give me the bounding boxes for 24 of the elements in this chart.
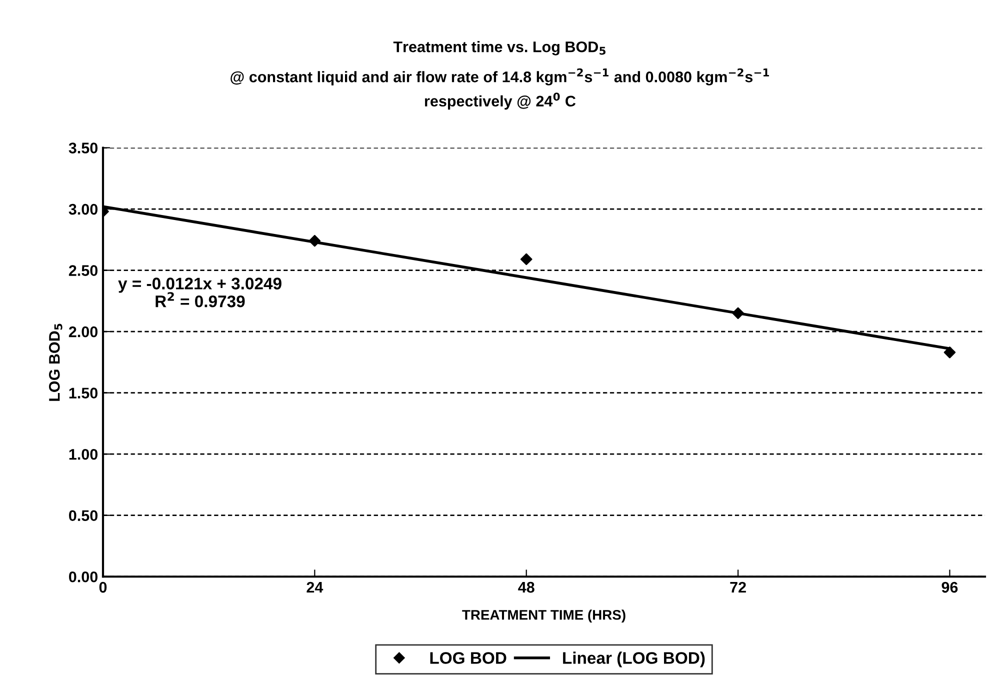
y-tick-label: 0.50 (69, 510, 98, 522)
y-tick-label: 1.50 (69, 388, 98, 398)
y-axis-title: LOG BOD$_{5}$ (48, 324, 62, 401)
y-tick-label: 2.50 (68, 265, 98, 276)
y-tick-label: 3.50 (68, 142, 98, 154)
x-tick-label: 96 (942, 582, 958, 593)
y-tick-label: 1.00 (69, 448, 98, 460)
x-axis-title: TREATMENT TIME (HRS) (462, 610, 626, 623)
y-tick-label: 2.00 (68, 326, 98, 338)
x-tick-label: 0 (99, 582, 107, 593)
annotation: y = -0.0121x + 3.0249 R$^{2}$ = 0.9739 (118, 278, 282, 308)
point (308, 234, 321, 247)
x-tick-label: 72 (730, 582, 746, 593)
point (520, 253, 532, 266)
point (944, 346, 956, 358)
point (732, 307, 744, 320)
y-tick-label: 0.00 (69, 571, 98, 582)
text: @ constant liquid and air flow rate of 14.8 kgm$^{−2}$s$^{−1}$ and 0.0080 kgm$^{−2}$s$^{−1}$ respectively @ 24$^{0}$ C (230, 68, 769, 110)
y-tick-label: 3.00 (68, 204, 98, 215)
chart-title: Treatment time vs. Log BOD$_{5}$ (393, 41, 606, 56)
x-tick-label: 24 (306, 582, 324, 593)
legend-label: LOG BOD (430, 652, 506, 664)
legend-label: Linear (LOG BOD) (563, 652, 705, 668)
x-tick-label: 48 (518, 582, 534, 593)
